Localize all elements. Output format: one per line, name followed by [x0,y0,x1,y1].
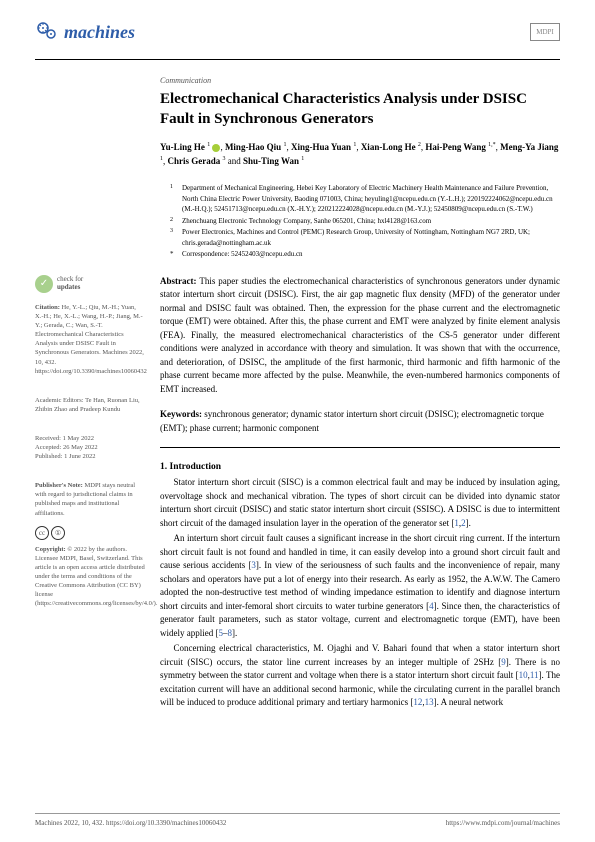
publisher-note: Publisher's Note: MDPI stays neutral wit… [35,481,145,517]
citation-block: Citation: He, Y.-L.; Qiu, M.-H.; Yuan, X… [35,303,145,376]
page-header: machines MDPI [0,0,595,54]
keywords: Keywords: synchronous generator; dynamic… [160,408,560,435]
main-content: Communication Electromechanical Characte… [160,75,560,710]
sidebar: ✓ check for updates Citation: He, Y.-L.;… [35,75,160,710]
dates-block: Received: 1 May 2022 Accepted: 26 May 20… [35,434,145,461]
orcid-icon [212,144,220,152]
abstract: Abstract: This paper studies the electro… [160,275,560,397]
section-divider [160,447,560,448]
journal-icon [35,20,59,44]
journal-logo: machines [35,20,135,44]
check-updates-badge[interactable]: ✓ check for updates [35,275,145,293]
footer-left: Machines 2022, 10, 432. https://doi.org/… [35,819,226,827]
article-type: Communication [160,75,560,87]
copyright-block: Copyright: © 2022 by the authors. Licens… [35,545,145,609]
check-text: check for updates [57,276,83,291]
authors-list: Yu-Ling He 1 , Ming-Hao Qiu 1, Xing-Hua … [160,141,560,168]
check-icon: ✓ [35,275,53,293]
footer-right: https://www.mdpi.com/journal/machines [446,819,560,827]
article-title: Electromechanical Characteristics Analys… [160,90,560,129]
page-footer: Machines 2022, 10, 432. https://doi.org/… [35,813,560,827]
cc-icon: cc [35,526,49,540]
cc-license-badge: cc ① [35,526,65,540]
editors-block: Academic Editors: Te Han, Ruonan Liu, Zh… [35,396,145,414]
section-heading: 1. Introduction [160,460,560,474]
body-paragraph: Concerning electrical characteristics, M… [160,642,560,710]
body-paragraph: Stator interturn short circuit (SISC) is… [160,476,560,530]
affiliations: 1Department of Mechanical Engineering, H… [160,183,560,260]
by-icon: ① [51,526,65,540]
body-paragraph: An interturn short circuit fault causes … [160,532,560,640]
journal-name: machines [64,22,135,43]
publisher-badge: MDPI [530,23,560,41]
header-divider [35,59,560,60]
